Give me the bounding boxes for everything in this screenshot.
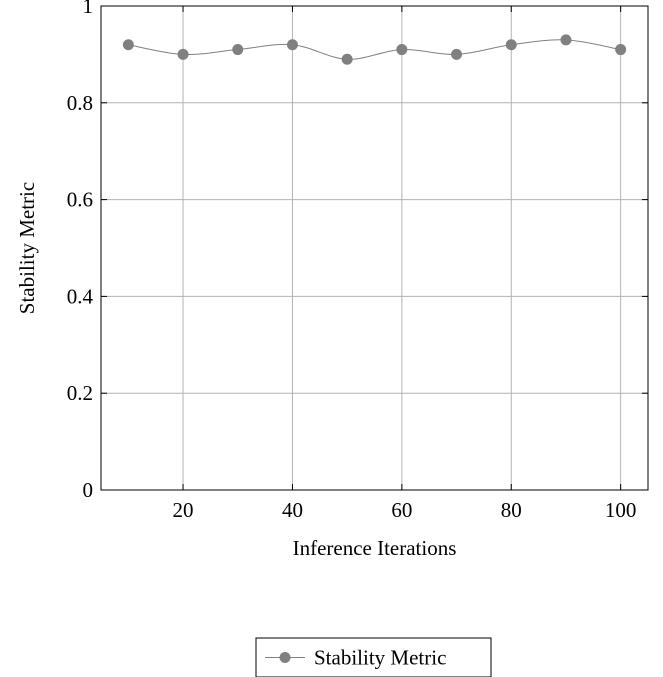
x-axis-title: Inference Iterations — [293, 536, 457, 560]
series-layer — [122, 34, 627, 65]
legend: Stability Metric — [255, 637, 492, 677]
legend-marker-swatch — [279, 652, 291, 663]
data-point — [341, 53, 353, 65]
data-point — [232, 44, 244, 56]
axis-ticks: 20 40 60 80 100 0 0.2 0.4 0.6 0.8 1 — [67, 0, 648, 522]
data-point — [615, 44, 627, 56]
data-point — [122, 39, 134, 51]
x-tick-label: 100 — [605, 498, 637, 522]
plot-area-frame — [100, 5, 649, 491]
y-tick-label: 1 — [83, 0, 94, 18]
y-tick-label: 0.8 — [67, 91, 93, 115]
x-tick-label: 60 — [391, 498, 412, 522]
y-axis-title: Stability Metric — [15, 182, 39, 314]
x-tick-label: 80 — [501, 498, 522, 522]
data-point — [451, 48, 463, 60]
data-point — [286, 39, 298, 51]
grid — [101, 5, 648, 491]
x-tick-label: 20 — [173, 498, 194, 522]
data-point — [505, 39, 517, 51]
data-point — [560, 34, 572, 46]
data-point — [177, 48, 189, 60]
y-tick-label: 0 — [83, 478, 94, 502]
y-tick-label: 0.6 — [67, 188, 93, 212]
data-point — [396, 44, 408, 56]
y-tick-label: 0.2 — [67, 381, 93, 405]
legend-label: Stability Metric — [314, 646, 446, 670]
y-tick-label: 0.4 — [67, 284, 94, 308]
series-line — [128, 39, 621, 60]
x-tick-label: 40 — [282, 498, 303, 522]
